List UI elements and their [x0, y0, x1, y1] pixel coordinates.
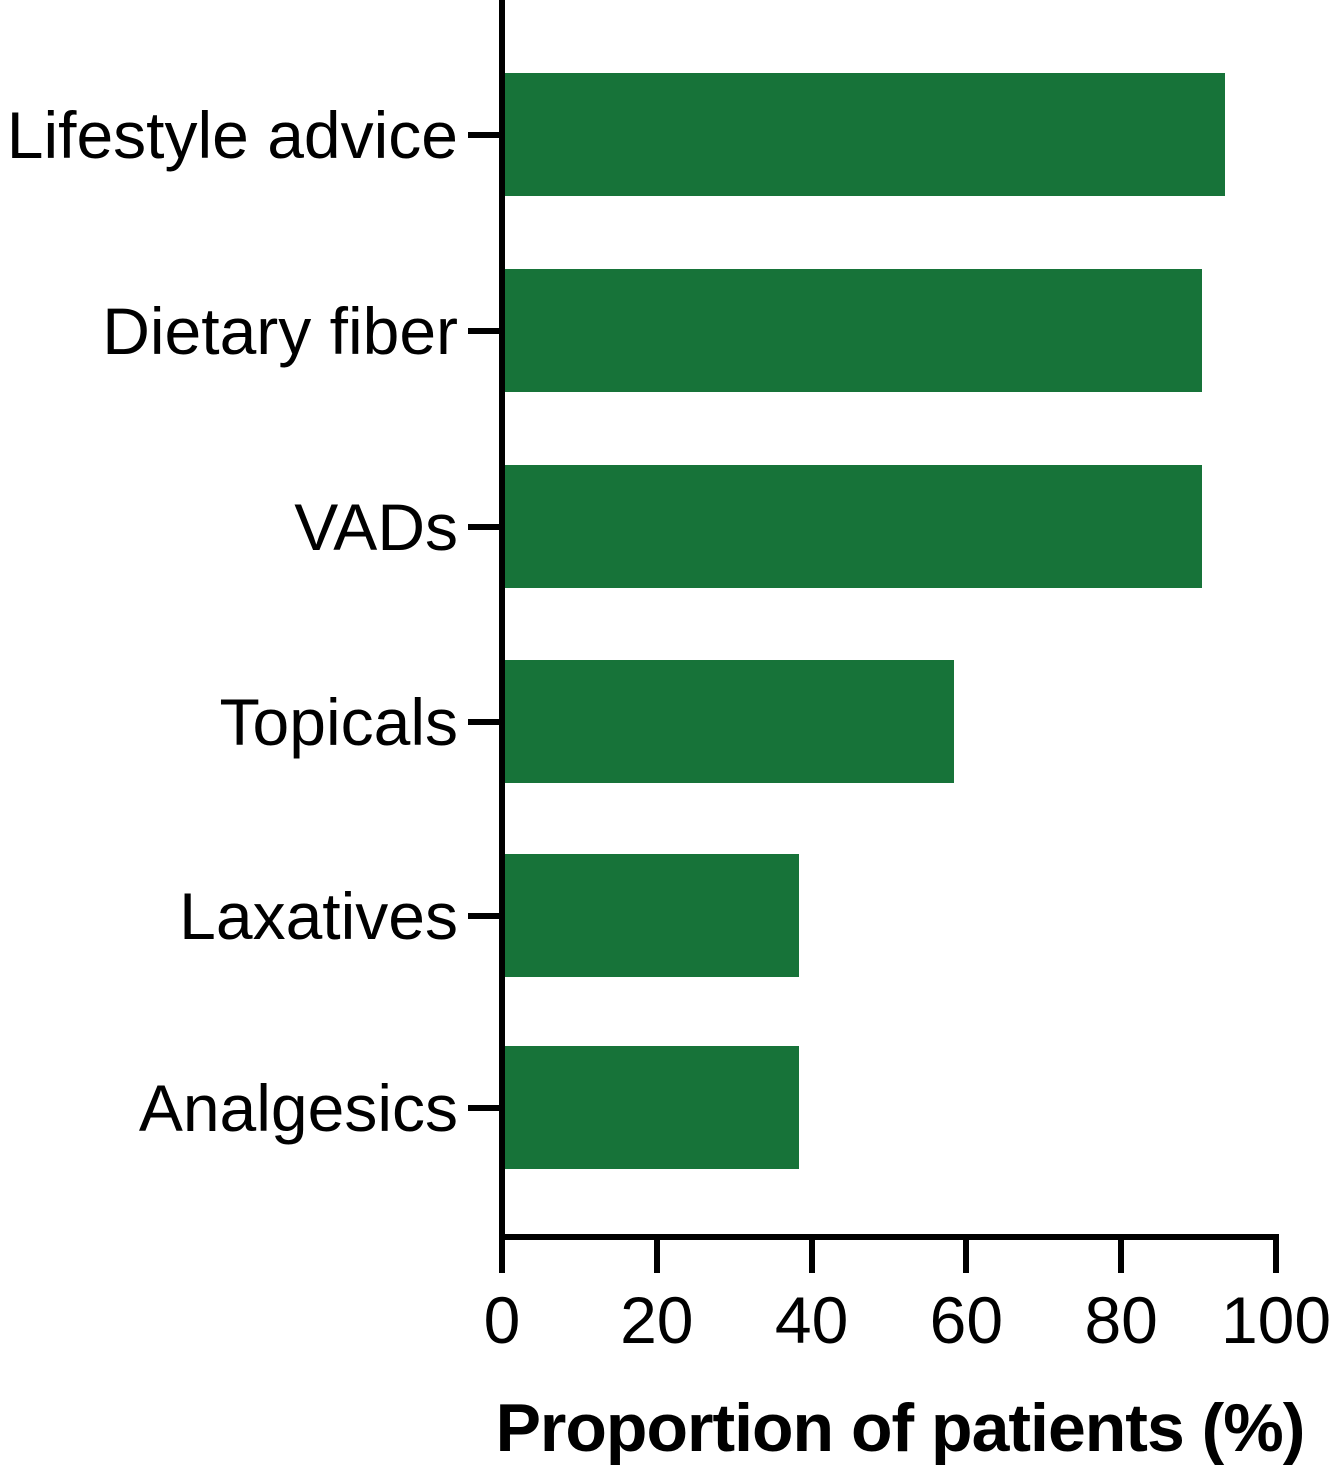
x-tick-label-0: 0 — [483, 1283, 521, 1357]
x-tick-label-40: 40 — [774, 1283, 849, 1357]
bar-laxatives — [505, 854, 799, 977]
bar-lifestyle-advice — [505, 73, 1225, 196]
y-axis-line — [499, 0, 505, 1240]
x-tick-80 — [1118, 1240, 1125, 1273]
x-axis-title: Proportion of patients (%) — [495, 1390, 1306, 1466]
x-tick-label-80: 80 — [1084, 1283, 1158, 1357]
x-tick-60 — [963, 1240, 970, 1273]
category-label-topicals: Topicals — [219, 684, 458, 759]
bar-dietary-fiber — [505, 269, 1202, 392]
x-tick-label-20: 20 — [620, 1283, 694, 1357]
bar-topicals — [505, 660, 954, 783]
y-tick-vads — [468, 523, 502, 530]
x-axis-line — [499, 1234, 1279, 1240]
category-label-dietary-fiber: Dietary fiber — [102, 293, 458, 368]
category-label-laxatives: Laxatives — [179, 878, 458, 953]
x-tick-label-60: 60 — [929, 1283, 1004, 1357]
y-tick-laxatives — [468, 912, 502, 919]
y-tick-analgesics — [468, 1104, 502, 1111]
y-tick-topicals — [468, 718, 502, 725]
y-tick-lifestyle-advice — [468, 131, 502, 138]
bar-vads — [505, 465, 1202, 588]
x-tick-0 — [499, 1240, 505, 1273]
x-tick-100 — [1273, 1240, 1279, 1273]
category-label-lifestyle-advice: Lifestyle advice — [6, 97, 458, 172]
x-tick-40 — [808, 1240, 815, 1273]
x-tick-20 — [653, 1240, 660, 1273]
y-tick-dietary-fiber — [468, 327, 502, 334]
category-label-analgesics: Analgesics — [138, 1070, 458, 1145]
category-label-vads: VADs — [294, 489, 458, 564]
bar-analgesics — [505, 1046, 799, 1169]
x-tick-label-100: 100 — [1220, 1283, 1330, 1357]
